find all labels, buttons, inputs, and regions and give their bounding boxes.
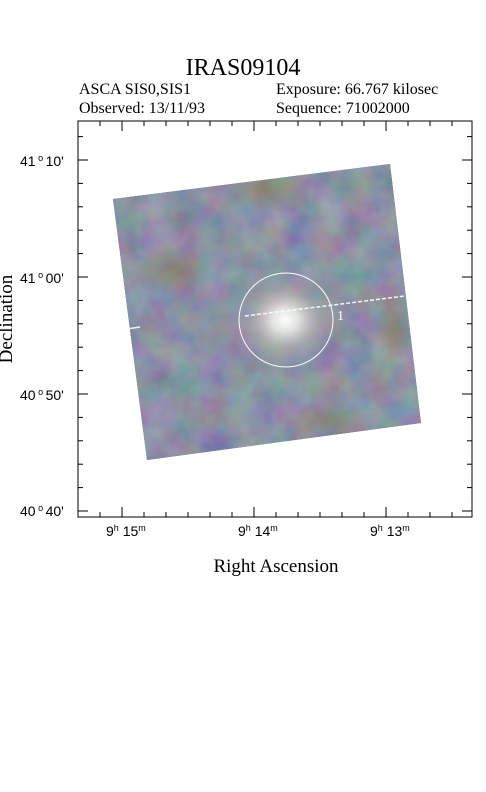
source-label: 1	[337, 309, 344, 324]
source-region-circle	[238, 272, 334, 368]
dec-tick-label: 41 o 10'	[20, 153, 64, 169]
ra-tick-label: 9h 13m	[370, 523, 410, 539]
ra-tick-label: 9h 14m	[238, 523, 278, 539]
y-axis-label: Declination	[0, 274, 17, 364]
svg-text:41 o 00': 41 o 00'	[20, 270, 64, 286]
svg-text:40 o 40': 40 o 40'	[20, 503, 64, 519]
plot-frame	[77, 120, 473, 518]
x-axis-label: Right Ascension	[213, 556, 339, 577]
instrument-label: ASCA SIS0,SIS1	[79, 81, 192, 98]
sequence-label: Sequence: 71002000	[276, 100, 410, 117]
svg-text:9h 14m: 9h 14m	[238, 523, 278, 539]
exposure-label: Exposure: 66.767 kilosec	[276, 81, 439, 98]
dec-tick-label: 41 o 00'	[20, 270, 64, 286]
dec-tick-label: 40 o 40'	[20, 503, 64, 519]
x-ray-image	[113, 164, 421, 460]
dec-tick-label: 40 o 50'	[20, 387, 64, 403]
svg-text:9h 13m: 9h 13m	[370, 523, 410, 539]
image-title: IRAS09104	[185, 55, 301, 81]
axis-ticks	[78, 121, 472, 517]
svg-text:41 o 10': 41 o 10'	[20, 153, 64, 169]
svg-text:40 o 50': 40 o 50'	[20, 387, 64, 403]
svg-text:9h 15m: 9h 15m	[106, 523, 146, 539]
observed-label: Observed: 13/11/93	[79, 100, 206, 117]
ra-tick-label: 9h 15m	[106, 523, 146, 539]
